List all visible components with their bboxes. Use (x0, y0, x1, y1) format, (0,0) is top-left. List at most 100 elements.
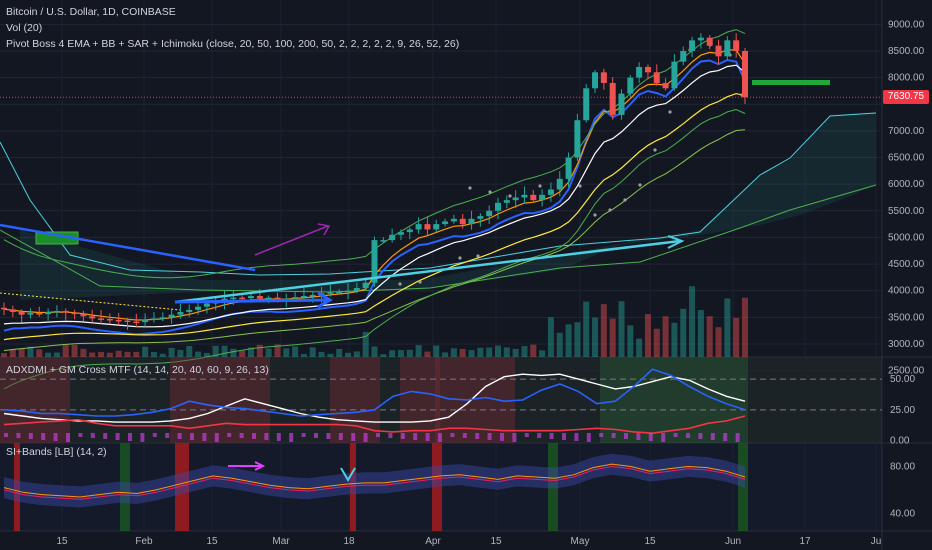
si-signal-bar (738, 443, 748, 531)
candle (389, 234, 396, 241)
si-down-marker (340, 467, 356, 482)
volume-bar (653, 328, 660, 357)
adx-zone (30, 357, 70, 443)
adx-histogram-bar (524, 433, 529, 437)
volume-bar (592, 317, 599, 357)
candle (512, 197, 519, 201)
adxdmi-pane (0, 357, 882, 443)
time-tick-label: 15 (490, 536, 502, 547)
candle (415, 224, 422, 230)
sar-dot (468, 186, 472, 190)
candle (230, 297, 237, 300)
price-tick-label: 5000.00 (888, 232, 925, 243)
time-tick-label: May (571, 536, 590, 547)
adx-tick-label: 25.00 (890, 405, 915, 416)
candle (397, 232, 404, 235)
adx-histogram-bar (686, 433, 690, 438)
volume-bar (106, 352, 113, 357)
adx-histogram-bar (177, 433, 182, 439)
adx-histogram-bar (512, 433, 517, 442)
candle (653, 72, 660, 83)
adx-histogram-bar (202, 433, 207, 441)
volume-bar (539, 350, 546, 357)
candle (433, 224, 440, 230)
sar-dot (398, 282, 402, 286)
si-signal-bar (175, 443, 189, 531)
overlay-indicator-label[interactable]: Pivot Boss 4 EMA + BB + SAR + Ichimoku (… (6, 38, 460, 50)
drawing-tools[interactable] (0, 80, 830, 311)
adx-histogram-bar (4, 433, 8, 437)
volume-bar (283, 348, 290, 357)
candle (600, 72, 607, 83)
cloud-span-a (0, 112, 877, 276)
volume-bar (159, 353, 166, 357)
volume-bar (389, 350, 396, 357)
volume-bar (150, 352, 157, 357)
volume-bar (636, 338, 643, 357)
si-signal-bar (120, 443, 130, 531)
si-signal-bar (14, 443, 20, 531)
candle (62, 310, 69, 313)
volume-bar (18, 348, 25, 357)
adx-histogram-bar (66, 433, 70, 442)
candle (98, 318, 105, 320)
time-tick-label: 18 (343, 536, 355, 547)
ema-50-line (3, 92, 746, 341)
adx-histogram-bar (90, 433, 95, 438)
adx-histogram-bar (400, 433, 405, 439)
candle (45, 312, 52, 315)
candle (115, 320, 122, 322)
candle (239, 297, 246, 300)
sar-dot (653, 148, 657, 152)
adx-histogram-bar (462, 433, 467, 438)
volume-bar (495, 345, 501, 357)
candle (671, 61, 678, 89)
price-axis[interactable]: 50.00 25.00 0.00 80.00 40.00 9000.00 8500.00 80… (888, 19, 925, 519)
candle (336, 291, 343, 294)
volume-bar (230, 348, 237, 357)
volume-bar (124, 351, 131, 357)
adx-histogram-bar (475, 433, 480, 439)
symbol-title[interactable]: Bitcoin / U.S. Dollar, 1D, COINBASE (6, 6, 176, 18)
si-signal-bar (432, 443, 442, 531)
candle (715, 45, 722, 57)
trend-arrow-head (667, 235, 685, 249)
candle (742, 50, 748, 98)
candle (565, 157, 572, 179)
volume-bar (62, 344, 69, 357)
adx-zone (400, 357, 440, 443)
volume-bar (292, 346, 299, 357)
volume-bar (433, 345, 440, 357)
adx-histogram-bar (165, 433, 170, 438)
adx-histogram-bar (425, 433, 430, 441)
blue-arrow-head (317, 291, 333, 309)
price-tick-label: 3000.00 (888, 339, 925, 350)
sar-dot (508, 194, 512, 198)
volume-bar (530, 344, 537, 357)
si-bands-indicator-label[interactable]: SI+Bands [LB] (14, 2) (6, 446, 107, 458)
volume-indicator-label[interactable]: Vol (20) (6, 22, 43, 34)
adx-tick-label: 0.00 (890, 436, 910, 447)
volume-bar (415, 345, 422, 357)
price-tick-label: 6000.00 (888, 179, 925, 190)
candle (71, 312, 78, 315)
time-tick-label: Apr (425, 536, 441, 547)
volume-bar (459, 348, 466, 357)
adx-histogram-bar (549, 433, 554, 439)
candle (680, 50, 687, 62)
adxdmi-indicator-label[interactable]: ADXDMI + GM Cross MTF (14, 14, 20, 40, 6… (6, 364, 269, 376)
volume-bar (706, 316, 713, 357)
volume-bar (477, 347, 484, 357)
volume-bar (697, 310, 704, 357)
adx-histogram-bar (586, 433, 591, 442)
adx-histogram-bar (152, 433, 157, 437)
time-axis[interactable]: 15 Feb 15 Mar 18 Apr 15 May 15 Jun 17 Ju (56, 536, 881, 547)
adx-histogram-bar (103, 433, 108, 439)
volume-bar (468, 350, 475, 357)
volume-bar (80, 348, 87, 357)
blue-arrow (174, 298, 331, 304)
si-tick-label: 40.00 (890, 508, 915, 519)
volume-bar (371, 346, 378, 357)
volume-bar (609, 318, 616, 357)
